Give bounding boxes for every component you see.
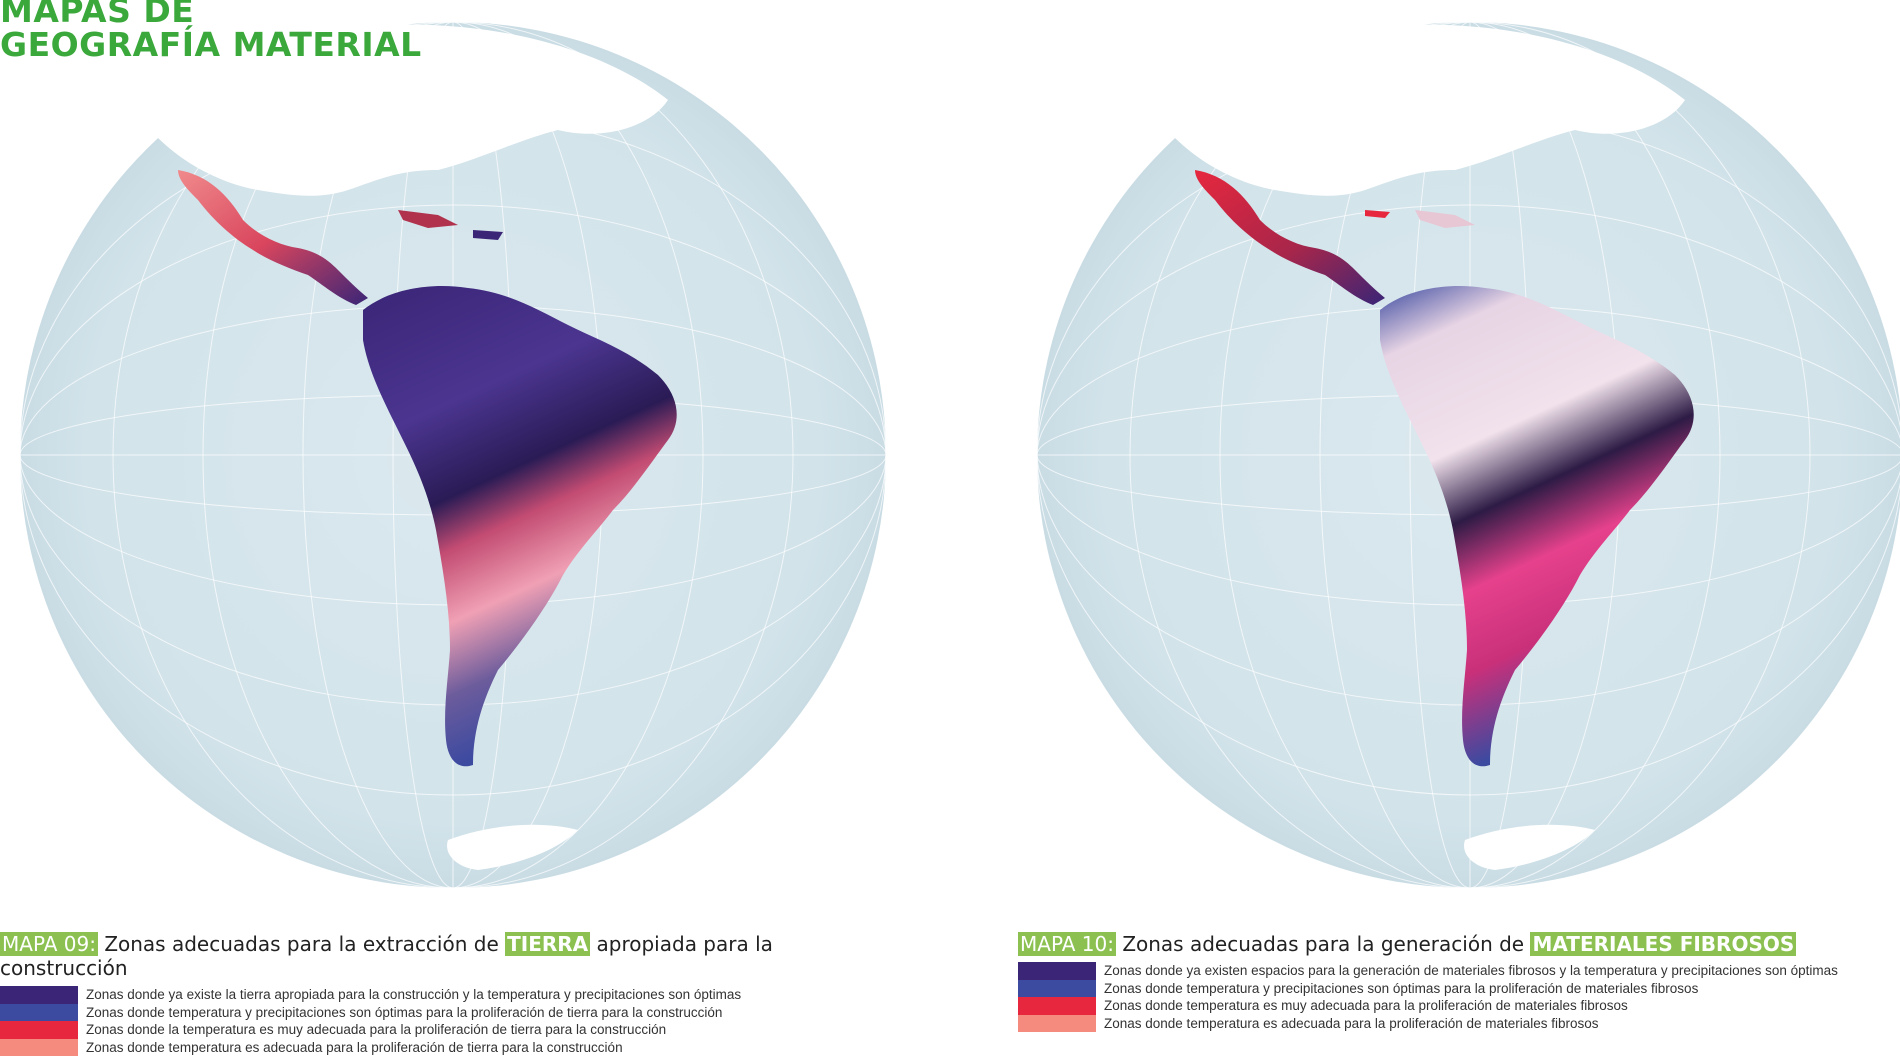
map-09-panel: MAPA 09: Zonas adecuadas para la extracc… xyxy=(0,932,820,1056)
map-10-text-before: Zonas adecuadas para la generación de xyxy=(1122,932,1524,956)
legend-swatch xyxy=(0,1004,78,1022)
map-09-tag: MAPA 09: xyxy=(0,932,98,956)
legend-swatch xyxy=(0,1039,78,1056)
legend-swatch xyxy=(1018,980,1096,998)
legend-label: Zonas donde temperatura es adecuada para… xyxy=(1096,1016,1599,1031)
legend-swatch xyxy=(0,986,78,1004)
legend-item: Zonas donde ya existen espacios para la … xyxy=(1018,962,1898,980)
map-10-topic: MATERIALES FIBROSOS xyxy=(1530,932,1796,956)
legend-item: Zonas donde temperatura es adecuada para… xyxy=(0,1039,820,1056)
legend-swatch xyxy=(1018,1015,1096,1033)
legend-label: Zonas donde temperatura y precipitacione… xyxy=(78,1005,722,1020)
legend-label: Zonas donde ya existen espacios para la … xyxy=(1096,963,1838,978)
legend-label: Zonas donde temperatura es adecuada para… xyxy=(78,1040,623,1055)
title-line-1: MAPAS DE xyxy=(0,0,422,28)
legend-swatch xyxy=(0,1021,78,1039)
legend-label: Zonas donde ya existe la tierra apropiad… xyxy=(78,987,741,1002)
legend-item: Zonas donde temperatura es muy adecuada … xyxy=(1018,997,1898,1015)
legend-item: Zonas donde temperatura y precipitacione… xyxy=(1018,980,1898,998)
map-09-globe xyxy=(18,20,888,890)
legend-swatch xyxy=(1018,962,1096,980)
legend-label: Zonas donde temperatura y precipitacione… xyxy=(1096,981,1698,996)
map-09-legend: Zonas donde ya existe la tierra apropiad… xyxy=(0,986,820,1056)
legend-label: Zonas donde la temperatura es muy adecua… xyxy=(78,1022,666,1037)
map-09-topic: TIERRA xyxy=(505,932,590,956)
map-10-globe xyxy=(1035,20,1900,890)
legend-label: Zonas donde temperatura es muy adecuada … xyxy=(1096,998,1628,1013)
legend-item: Zonas donde la temperatura es muy adecua… xyxy=(0,1021,820,1039)
map-09-text-before: Zonas adecuadas para la extracción de xyxy=(104,932,498,956)
legend-item: Zonas donde temperatura y precipitacione… xyxy=(0,1004,820,1022)
map-10-heading: MAPA 10: Zonas adecuadas para la generac… xyxy=(1018,932,1898,956)
map-10-legend: Zonas donde ya existen espacios para la … xyxy=(1018,962,1898,1032)
legend-item: Zonas donde temperatura es adecuada para… xyxy=(1018,1015,1898,1033)
title-line-2: GEOGRAFÍA MATERIAL xyxy=(0,28,422,62)
page-title: MAPAS DE GEOGRAFÍA MATERIAL xyxy=(0,0,422,62)
map-09-heading: MAPA 09: Zonas adecuadas para la extracc… xyxy=(0,932,820,980)
legend-swatch xyxy=(1018,997,1096,1015)
map-10-panel: MAPA 10: Zonas adecuadas para la generac… xyxy=(1018,932,1898,1032)
map-10-tag: MAPA 10: xyxy=(1018,932,1116,956)
legend-item: Zonas donde ya existe la tierra apropiad… xyxy=(0,986,820,1004)
